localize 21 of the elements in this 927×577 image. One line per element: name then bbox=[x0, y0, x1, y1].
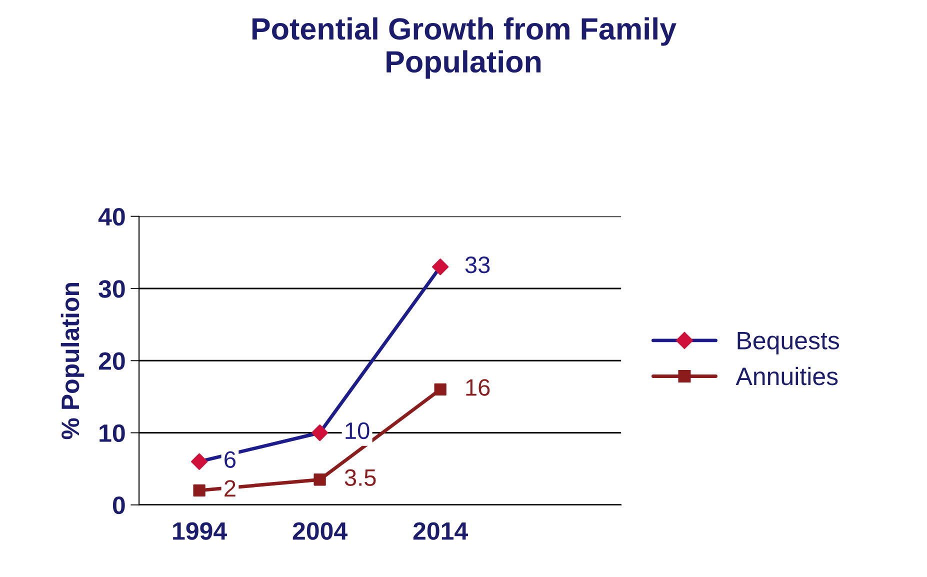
point bbox=[193, 484, 206, 497]
x-tick-label: 1994 bbox=[173, 522, 227, 540]
data-label: 3.5 bbox=[344, 469, 376, 486]
y-tick-label: 30 bbox=[98, 280, 125, 298]
y-tick-label: 10 bbox=[100, 424, 125, 442]
legend-label: Bequests bbox=[738, 332, 840, 354]
data-label: 33 bbox=[465, 256, 490, 274]
data-label: 10 bbox=[346, 422, 370, 440]
chart-title: Potential Growth from Family Population bbox=[252, 17, 676, 79]
y-axis-title: % Population bbox=[60, 283, 84, 440]
legend-label: Annuities bbox=[736, 366, 838, 386]
data-label: 6 bbox=[224, 451, 236, 468]
y-tick-label: 20 bbox=[98, 352, 125, 370]
x-tick-label: 2014 bbox=[413, 522, 468, 540]
point bbox=[314, 474, 326, 486]
data-label: 16 bbox=[466, 379, 490, 396]
x-tick-label: 2004 bbox=[292, 522, 348, 540]
data-label: 2 bbox=[224, 480, 236, 497]
y-tick-label: 40 bbox=[98, 208, 125, 226]
point bbox=[434, 383, 446, 396]
y-tick-label: 0 bbox=[112, 496, 125, 514]
